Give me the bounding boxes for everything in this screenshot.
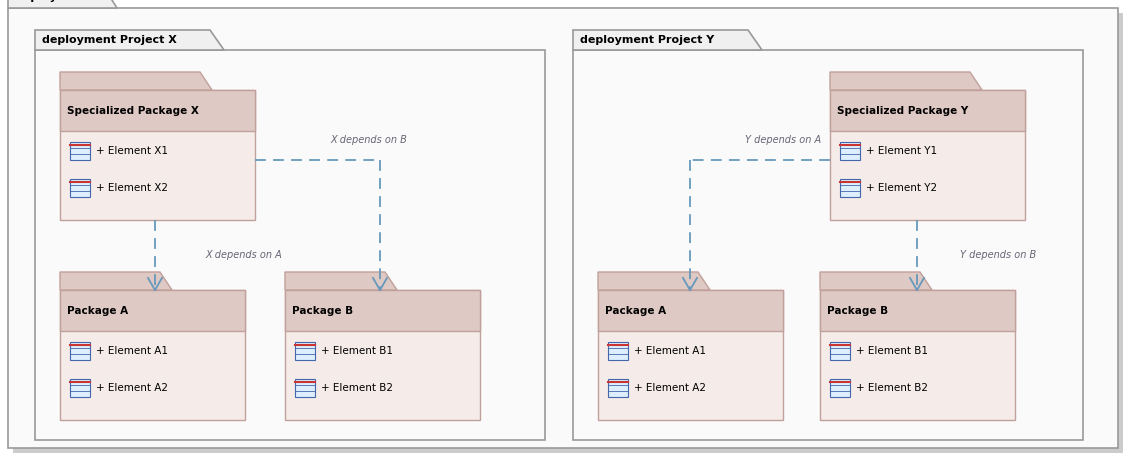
Text: + Element X1: + Element X1 xyxy=(96,146,168,156)
Bar xyxy=(835,95,1030,225)
Bar xyxy=(285,290,480,420)
Text: Specialized Package X: Specialized Package X xyxy=(66,106,198,116)
Bar xyxy=(70,179,90,197)
Bar xyxy=(820,290,1015,420)
Bar xyxy=(39,55,550,445)
Text: + Element B1: + Element B1 xyxy=(857,346,928,356)
Bar xyxy=(60,90,255,220)
Bar xyxy=(35,50,545,440)
Text: Package A: Package A xyxy=(605,306,666,315)
Text: X depends on B: X depends on B xyxy=(330,135,407,145)
Bar xyxy=(598,290,783,420)
Bar xyxy=(60,290,245,331)
Polygon shape xyxy=(598,272,710,290)
Bar xyxy=(60,90,255,131)
Text: Package A: Package A xyxy=(66,306,128,315)
Bar xyxy=(598,290,783,331)
Bar xyxy=(607,342,628,360)
Polygon shape xyxy=(829,72,982,90)
Bar xyxy=(840,179,860,197)
Text: + Element A2: + Element A2 xyxy=(635,383,706,393)
Bar xyxy=(607,379,628,397)
Text: + Element B2: + Element B2 xyxy=(321,383,393,393)
Bar xyxy=(285,290,480,331)
Text: Package B: Package B xyxy=(292,306,353,315)
Bar xyxy=(829,90,1024,131)
Text: X depends on A: X depends on A xyxy=(205,250,282,260)
Bar xyxy=(603,295,788,425)
Bar xyxy=(290,295,485,425)
Polygon shape xyxy=(35,30,224,50)
Bar xyxy=(60,290,245,420)
Text: + Element A1: + Element A1 xyxy=(96,346,168,356)
Polygon shape xyxy=(8,0,117,8)
Bar xyxy=(70,142,90,160)
Bar xyxy=(825,295,1020,425)
Text: Y depends on B: Y depends on B xyxy=(960,250,1036,260)
Text: + Element Y2: + Element Y2 xyxy=(866,183,938,193)
Polygon shape xyxy=(820,272,932,290)
Polygon shape xyxy=(573,30,762,50)
Text: deployment Project Y: deployment Project Y xyxy=(580,35,715,45)
Text: + Element B1: + Element B1 xyxy=(321,346,393,356)
Text: + Element B2: + Element B2 xyxy=(857,383,928,393)
Bar xyxy=(829,342,850,360)
Bar xyxy=(295,342,316,360)
Bar xyxy=(70,342,90,360)
Text: + Element Y1: + Element Y1 xyxy=(866,146,938,156)
Text: deployment Project X: deployment Project X xyxy=(42,35,177,45)
Text: + Element X2: + Element X2 xyxy=(96,183,168,193)
Polygon shape xyxy=(60,72,212,90)
Bar xyxy=(65,295,250,425)
Bar xyxy=(840,142,860,160)
Polygon shape xyxy=(60,272,172,290)
Bar xyxy=(65,95,260,225)
Bar xyxy=(829,379,850,397)
Text: Specialized Package Y: Specialized Package Y xyxy=(837,106,968,116)
Text: deployment: deployment xyxy=(15,0,89,2)
Bar xyxy=(70,379,90,397)
Bar xyxy=(573,50,1083,440)
Text: + Element A2: + Element A2 xyxy=(96,383,168,393)
Bar xyxy=(295,379,316,397)
Text: Package B: Package B xyxy=(827,306,888,315)
Bar xyxy=(820,290,1015,331)
Text: Y depends on A: Y depends on A xyxy=(745,135,822,145)
Bar xyxy=(829,90,1024,220)
Text: + Element A1: + Element A1 xyxy=(635,346,706,356)
Bar xyxy=(578,55,1088,445)
Polygon shape xyxy=(285,272,397,290)
